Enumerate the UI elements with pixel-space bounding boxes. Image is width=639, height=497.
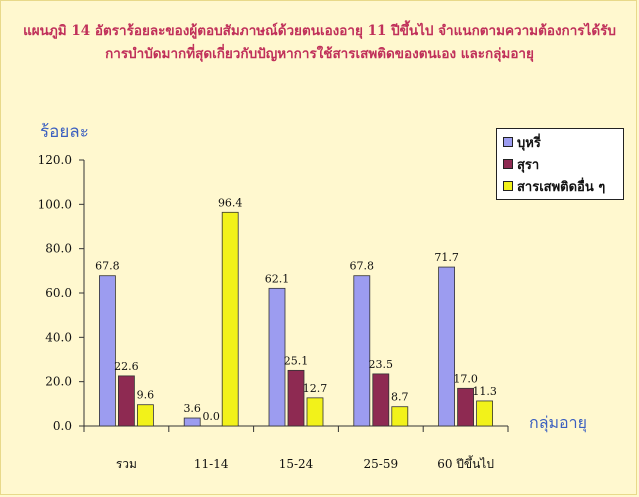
bar [221, 211, 239, 427]
y-tick-label: 20.0 [45, 375, 72, 389]
x-axis-label: กลุ่มอายุ [529, 413, 588, 432]
x-tick-label: 60 ปีขึ้นไป [437, 455, 494, 471]
data-label: 11.3 [472, 385, 497, 398]
data-label: 67.8 [95, 260, 120, 273]
data-label: 23.5 [369, 358, 394, 371]
bar [183, 417, 201, 427]
bar [457, 387, 475, 427]
data-label: 96.4 [218, 196, 243, 209]
x-tick-label: 25-59 [364, 457, 399, 471]
legend-swatch-alcohol [503, 159, 513, 169]
legend-item-alcohol: สุรา [503, 153, 623, 175]
y-axis-label: ร้อยละ [40, 122, 89, 142]
legend-item-other-drugs: สารเสพติดอื่น ๆ [503, 175, 623, 197]
y-tick-label: 60.0 [45, 286, 72, 300]
bar [391, 406, 409, 427]
chart-legend: บุหรี่ สุรา สารเสพติดอื่น ๆ [496, 128, 624, 200]
bar [268, 287, 286, 427]
data-label: 71.7 [434, 251, 459, 264]
data-label: 8.7 [391, 391, 409, 404]
y-tick-label: 80.0 [45, 242, 72, 256]
bar [306, 397, 324, 427]
bar [438, 266, 456, 427]
y-tick-label: 0.0 [53, 419, 72, 433]
data-label: 3.6 [183, 402, 201, 415]
x-tick-label: 15-24 [279, 457, 314, 471]
data-label: 67.8 [350, 260, 375, 273]
data-label: 17.0 [453, 372, 478, 385]
legend-swatch-cigarettes [503, 137, 513, 147]
bar [287, 369, 305, 427]
legend-label-alcohol: สุรา [517, 157, 540, 173]
data-label: 12.7 [303, 382, 328, 395]
chart-title-line-2: การบำบัดมากที่สุดเกี่ยวกับปัญหาการใช้สาร… [105, 46, 534, 62]
legend-label-other-drugs: สารเสพติดอื่น ๆ [517, 179, 606, 195]
bar [118, 375, 135, 427]
data-label: 0.0 [202, 410, 220, 423]
bar [353, 275, 371, 427]
y-tick-label: 40.0 [45, 330, 72, 344]
y-tick-label: 100.0 [38, 197, 72, 211]
chart-title: แผนภูมิ 14 อัตราร้อยละของผู้ตอบสัมภาษณ์ด… [0, 20, 639, 66]
data-label: 22.6 [114, 360, 139, 373]
data-label: 62.1 [265, 272, 290, 285]
legend-item-cigarettes: บุหรี่ [503, 131, 623, 153]
bar [372, 373, 390, 427]
y-tick-label: 120.0 [38, 153, 72, 167]
legend-label-cigarettes: บุหรี่ [517, 135, 541, 151]
bar [136, 404, 154, 427]
data-label: 9.6 [137, 389, 155, 402]
bar [99, 275, 116, 427]
bar [476, 400, 494, 427]
data-label: 25.1 [284, 354, 309, 367]
chart-title-line-1: แผนภูมิ 14 อัตราร้อยละของผู้ตอบสัมภาษณ์ด… [23, 23, 616, 39]
x-tick-label: 11-14 [194, 457, 229, 471]
legend-swatch-other-drugs [503, 181, 513, 191]
x-tick-label: รวม [116, 457, 137, 471]
